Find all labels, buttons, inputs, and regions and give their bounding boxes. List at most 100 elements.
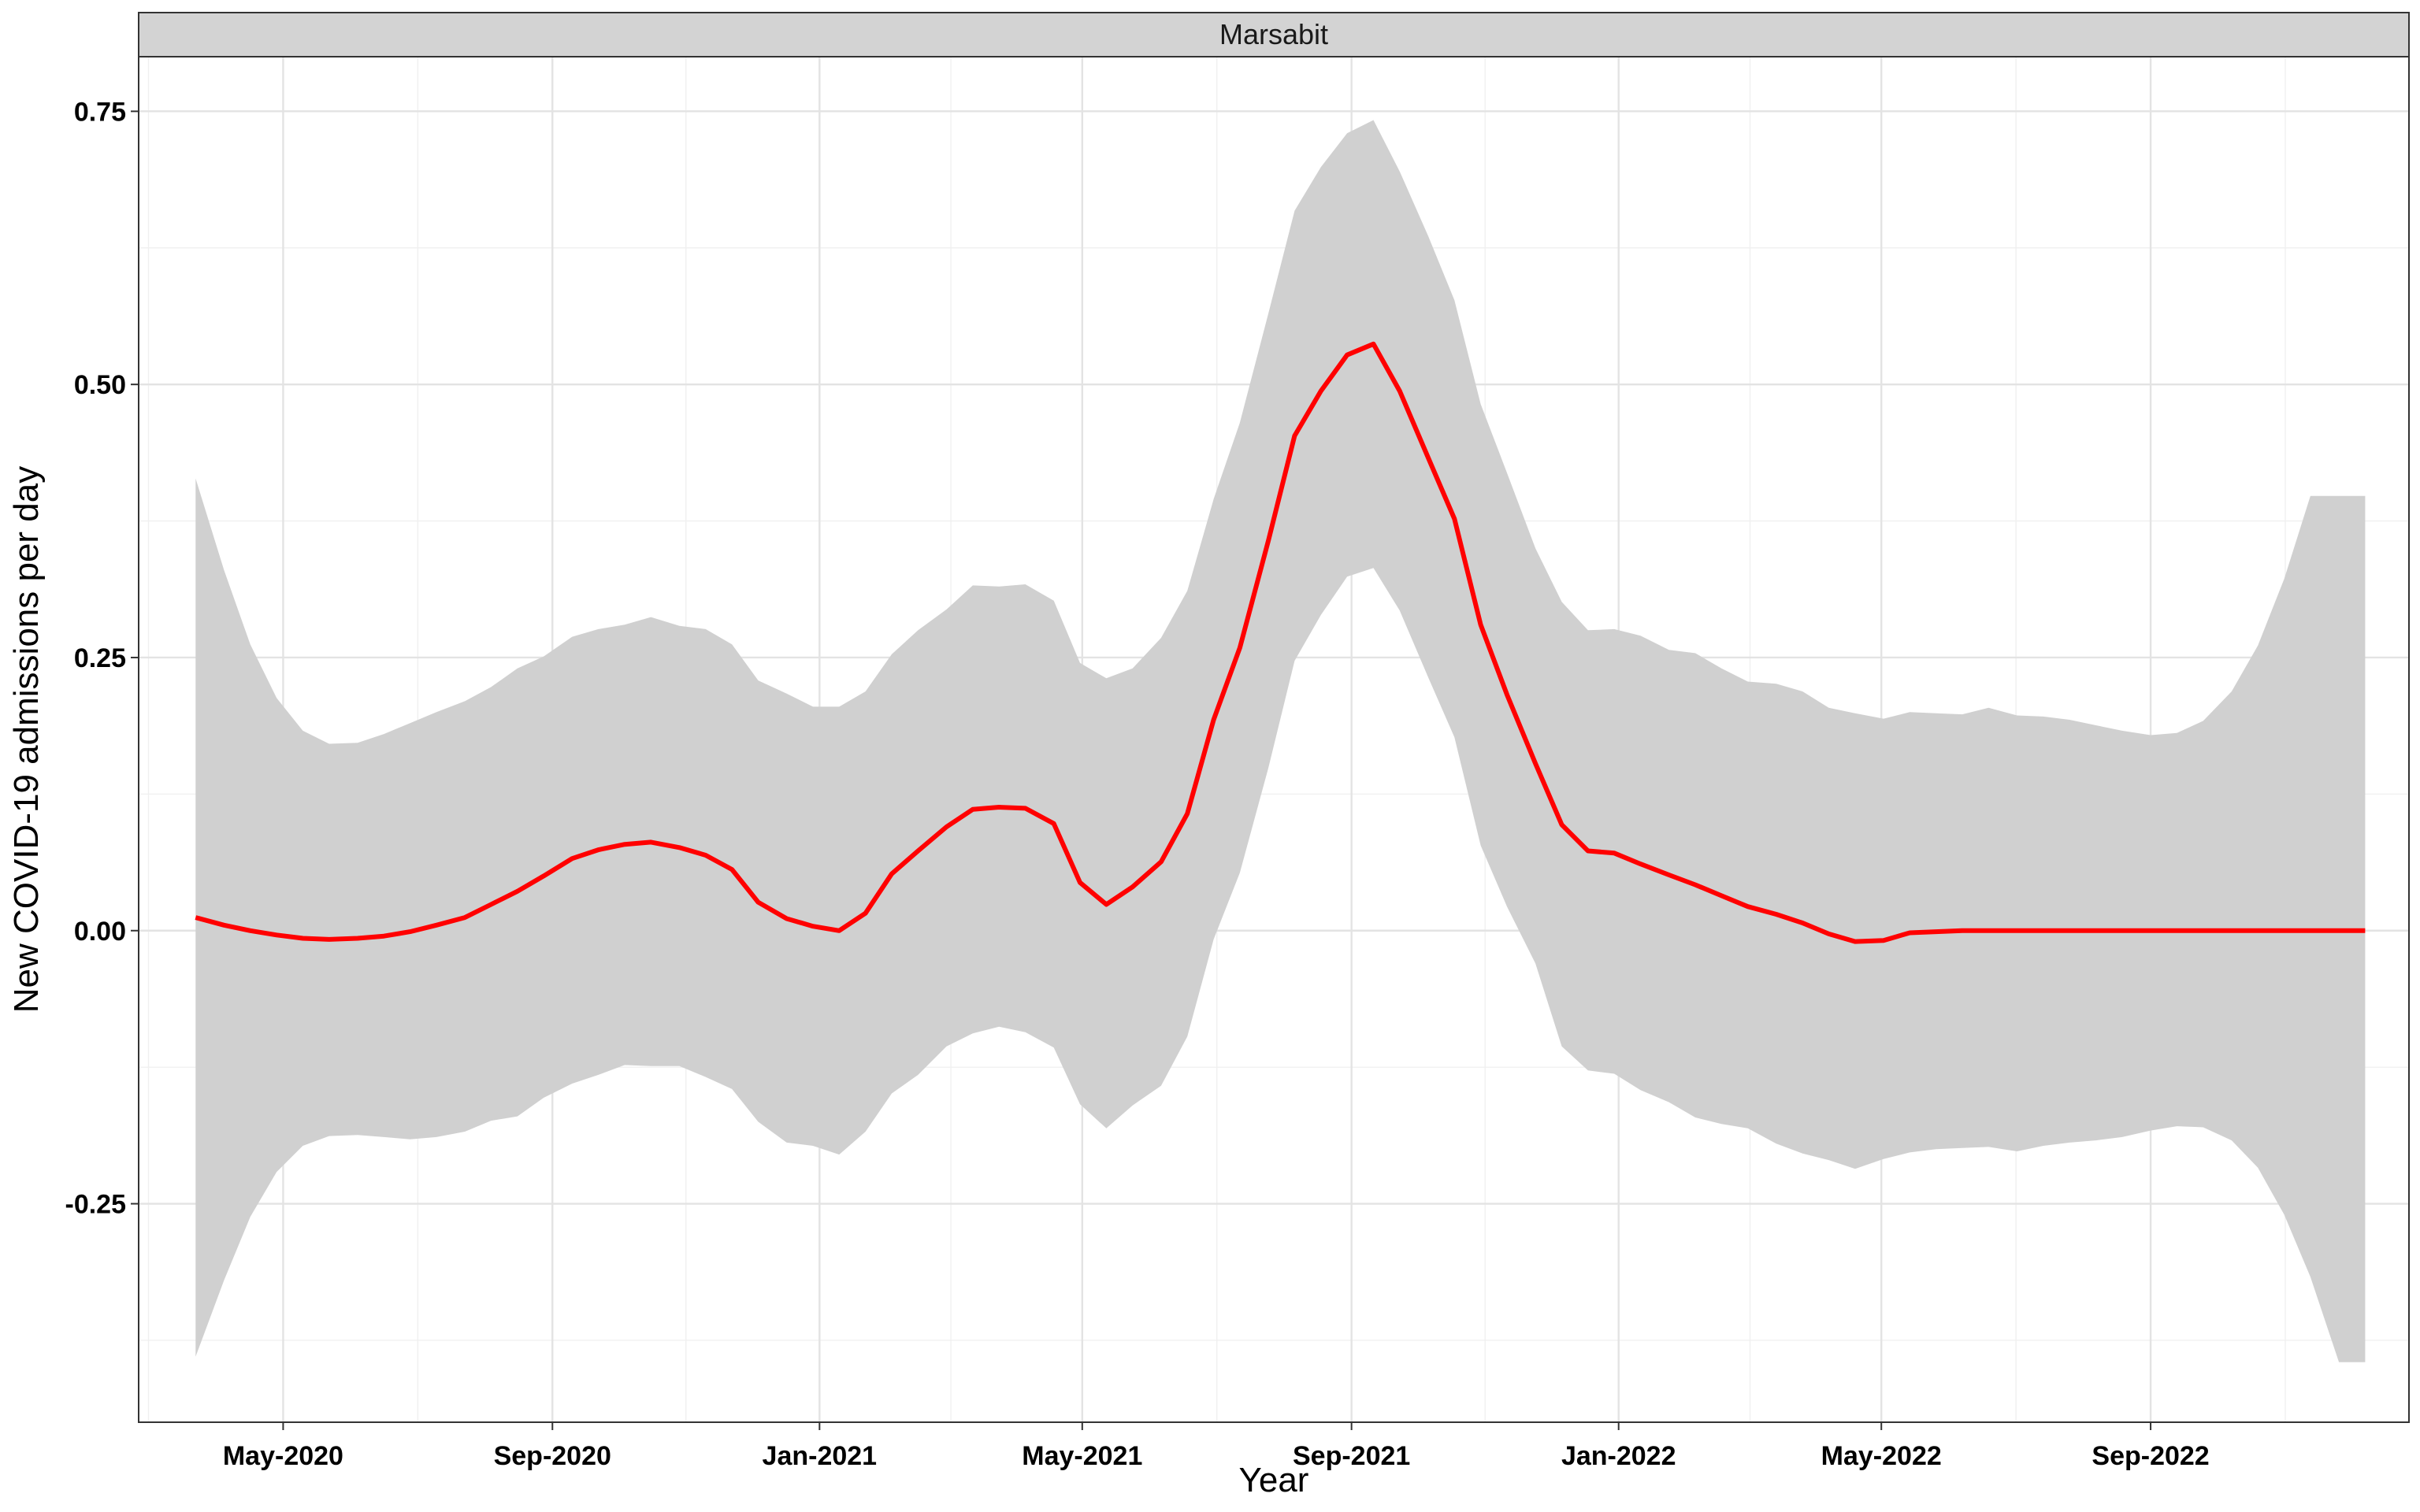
data-point	[864, 912, 867, 915]
facet-label: Marsabit	[1219, 18, 1328, 50]
data-point	[1479, 623, 1483, 626]
data-point	[971, 808, 974, 811]
data-point	[1775, 913, 1778, 916]
data-point	[1131, 885, 1134, 888]
data-point	[890, 873, 893, 876]
data-point	[222, 924, 225, 927]
data-point	[597, 848, 600, 851]
data-point	[2016, 929, 2019, 932]
y-tick-label: 0.25	[74, 643, 126, 673]
data-point	[194, 916, 197, 919]
data-point	[1505, 693, 1509, 696]
data-point	[2230, 929, 2233, 932]
data-point	[1882, 939, 1885, 942]
y-tick-label: 0.50	[74, 370, 126, 400]
data-point	[2175, 929, 2178, 932]
data-point	[301, 937, 304, 940]
x-axis: May-2020 Sep-2020 Jan-2021 May-2021 Sep-2021…	[223, 1422, 2210, 1471]
data-point	[1186, 812, 1189, 815]
data-point	[649, 840, 652, 843]
data-point	[1587, 850, 1590, 853]
data-point	[2283, 929, 2286, 932]
data-point	[275, 933, 278, 936]
data-point	[1534, 762, 1537, 765]
data-point	[409, 930, 412, 933]
data-point	[1935, 930, 1938, 933]
data-point	[570, 857, 573, 860]
data-point	[1104, 903, 1108, 906]
x-tick-label: May-2020	[223, 1441, 343, 1471]
data-point	[2149, 929, 2152, 932]
data-point	[1024, 806, 1027, 810]
data-point	[1319, 390, 1323, 393]
y-axis: -0.25 0.00 0.25 0.50 0.75	[65, 97, 139, 1220]
data-point	[1078, 881, 1082, 884]
data-point	[2095, 929, 2098, 932]
trend-line	[195, 341, 2366, 944]
confidence-ribbon	[195, 120, 2366, 1362]
x-axis-title: Year	[1239, 1461, 1309, 1499]
data-point	[623, 843, 626, 846]
data-point	[435, 924, 438, 927]
data-point	[678, 846, 681, 849]
data-point	[1639, 862, 1642, 865]
y-tick-label: -0.25	[65, 1190, 127, 1220]
data-point	[1398, 390, 1401, 393]
data-point	[542, 874, 545, 877]
data-point	[2068, 929, 2071, 932]
data-point	[1961, 929, 1964, 932]
data-point	[837, 929, 841, 932]
data-point	[463, 916, 466, 919]
data-point	[1694, 884, 1697, 887]
data-point	[997, 806, 1000, 809]
data-point	[1052, 822, 1056, 825]
y-tick-label: 0.00	[74, 917, 126, 947]
data-point	[1345, 354, 1349, 357]
data-point	[1267, 539, 1270, 543]
data-point	[1668, 873, 1671, 876]
data-point	[785, 917, 789, 921]
data-point	[1160, 860, 1163, 863]
data-point	[489, 903, 492, 906]
data-point	[382, 935, 385, 938]
y-axis-title: New COVID-19 admissions per day	[7, 466, 46, 1013]
data-point	[811, 925, 815, 928]
data-point	[1293, 434, 1296, 437]
data-point	[1828, 932, 1831, 936]
x-tick-label: Sep-2022	[2092, 1441, 2209, 1471]
data-point	[2202, 929, 2205, 932]
data-point	[1613, 851, 1616, 854]
y-tick-label: 0.75	[74, 97, 126, 127]
data-point	[1854, 940, 1857, 943]
data-point	[356, 937, 359, 940]
data-point	[945, 825, 948, 828]
data-point	[916, 850, 919, 853]
data-point	[2337, 929, 2340, 932]
data-point	[1746, 905, 1750, 908]
data-point	[757, 901, 760, 904]
data-point	[2309, 929, 2312, 932]
data-point	[1427, 456, 1430, 459]
x-tick-label: Sep-2020	[494, 1441, 611, 1471]
data-point	[1987, 929, 1990, 932]
data-point	[249, 929, 252, 932]
data-point	[1561, 823, 1564, 826]
data-point	[328, 938, 331, 941]
data-point	[2121, 929, 2124, 932]
data-point	[1801, 921, 1804, 925]
data-point	[1238, 647, 1242, 650]
data-point	[1372, 343, 1375, 346]
data-point	[1212, 718, 1216, 721]
data-point	[2042, 929, 2045, 932]
x-tick-label: Jan-2022	[1561, 1441, 1676, 1471]
data-point	[1453, 517, 1456, 521]
x-tick-label: May-2022	[1821, 1441, 1942, 1471]
data-point	[1720, 894, 1723, 897]
data-point	[516, 890, 519, 893]
x-tick-label: May-2021	[1022, 1441, 1142, 1471]
data-point	[2363, 929, 2366, 932]
data-point	[1908, 932, 1911, 935]
facet-strip	[138, 12, 2410, 57]
x-tick-label: Jan-2021	[763, 1441, 878, 1471]
